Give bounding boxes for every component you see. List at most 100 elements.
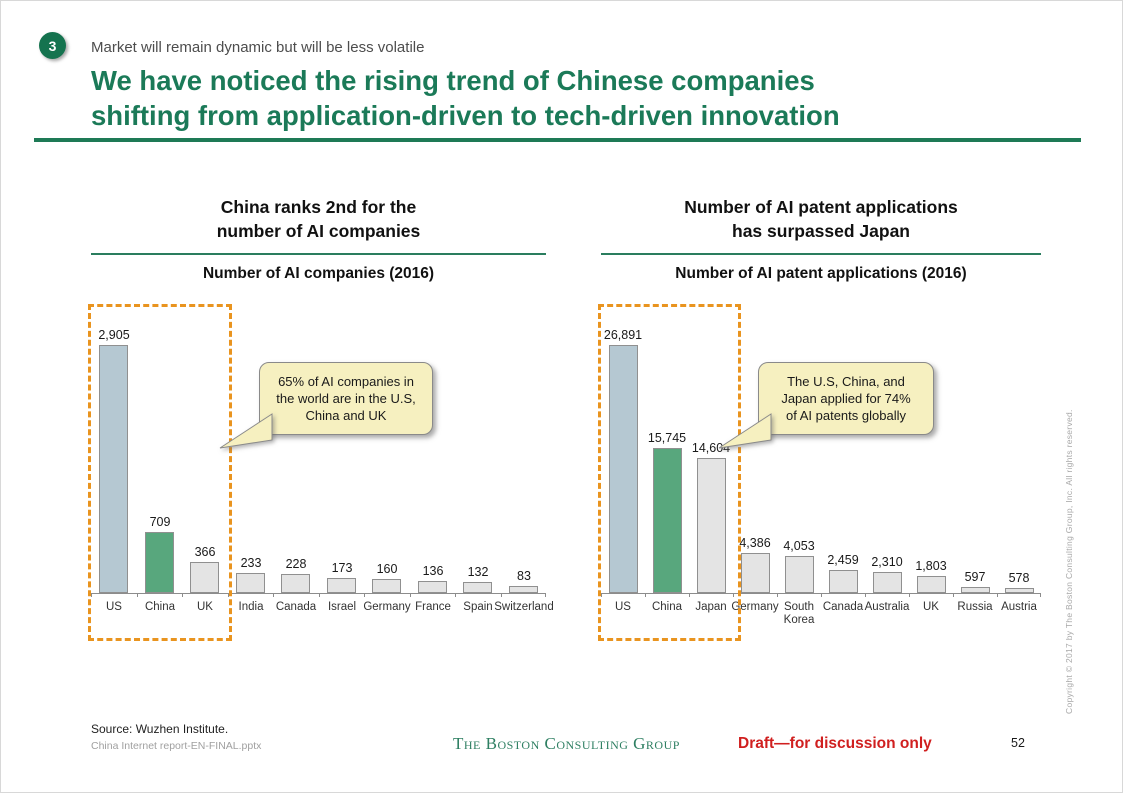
bar-switzerland: [509, 586, 538, 593]
x-label-france: France: [415, 601, 451, 613]
bar-china: [653, 448, 682, 593]
value-label-germany: 160: [376, 562, 398, 576]
page-number: 52: [1011, 736, 1025, 750]
value-label-us: 26,891: [603, 328, 643, 342]
value-label-india: 233: [240, 556, 262, 570]
slide-title: We have noticed the rising trend of Chin…: [91, 63, 840, 133]
badge-number: 3: [48, 37, 57, 54]
callout-text-line-3: China and UK: [305, 408, 387, 423]
value-label-canada: 228: [285, 557, 307, 571]
bar-australia: [873, 572, 902, 593]
plot-area: 26,891 15,745 14,604 4,386 4,053 2,459 2,310 1,…: [601, 328, 1041, 597]
value-label-canada: 2,459: [827, 553, 859, 567]
x-label-germany: Germany: [363, 601, 411, 613]
x-label-australia: Australia: [864, 601, 910, 613]
value-label-france: 136: [422, 564, 444, 578]
x-label-spain: Spain: [463, 601, 493, 613]
value-label-switzerland: 83: [517, 569, 531, 583]
axis-tick: [953, 593, 954, 597]
axis-tick: [689, 593, 690, 597]
axis-tick: [865, 593, 866, 597]
chart-heading-line-2: has surpassed Japan: [732, 221, 910, 241]
slide-title-line-2: shifting from application-driven to tech…: [91, 100, 840, 131]
x-label-india: India: [238, 601, 264, 613]
highlight-box: [88, 304, 232, 641]
x-label-uk: UK: [197, 601, 213, 613]
bar-us: [99, 345, 128, 593]
x-label-china: China: [651, 601, 683, 613]
value-label-south-korea: 4,053: [783, 539, 815, 553]
x-label-japan: Japan: [695, 601, 727, 613]
x-label-us: US: [106, 601, 122, 613]
value-label-austria: 578: [1008, 571, 1030, 585]
value-label-germany: 4,386: [739, 536, 771, 550]
axis-tick: [228, 593, 229, 597]
chart-axis-title: Number of AI patent applications (2016): [675, 265, 967, 282]
axis-tick: [545, 593, 546, 597]
title-divider-rule: [34, 138, 1081, 142]
bar-uk: [190, 562, 219, 593]
bar-austria: [1005, 588, 1034, 593]
axis-tick: [777, 593, 778, 597]
bar-israel: [327, 578, 356, 593]
axis-tick: [410, 593, 411, 597]
chart-heading-line-1: Number of AI patent applications: [684, 197, 958, 217]
axis-tick: [601, 593, 602, 597]
bar-germany: [741, 553, 770, 593]
bar-canada: [829, 570, 858, 593]
callout-text-line-3: of AI patents globally: [786, 408, 906, 423]
bar-france: [418, 581, 447, 593]
slide-title-line-1: We have noticed the rising trend of Chin…: [91, 65, 815, 96]
ai-companies-chart: China ranks 2nd for the number of AI com…: [88, 195, 554, 665]
x-label-canada: Canada: [275, 601, 317, 613]
axis-tick: [273, 593, 274, 597]
value-label-russia: 597: [964, 570, 986, 584]
bcg-logo: The Boston Consulting Group: [453, 734, 680, 753]
bar-germany: [372, 579, 401, 593]
axis-tick: [1040, 593, 1041, 597]
x-axis-labels: US China UK India Canada Israel Germany France S…: [91, 601, 554, 633]
value-label-china: 709: [149, 515, 171, 529]
bar-russia: [961, 587, 990, 593]
x-label-uk: UK: [923, 601, 939, 613]
x-label-us: US: [615, 601, 631, 613]
callout-bubble: 65% of AI companies in the world are in …: [219, 362, 433, 449]
section-number-badge: 3: [39, 32, 66, 59]
axis-tick: [821, 593, 822, 597]
highlight-box: [598, 304, 741, 641]
draft-note: Draft—for discussion only: [738, 735, 932, 752]
axis-tick: [997, 593, 998, 597]
axis-tick: [137, 593, 138, 597]
source-note: Source: Wuzhen Institute.: [91, 722, 229, 736]
value-label-uk: 366: [194, 545, 216, 559]
chart-heading-line-2: number of AI companies: [216, 221, 421, 241]
axis-tick: [909, 593, 910, 597]
bar-us: [609, 345, 638, 593]
value-label-spain: 132: [467, 565, 489, 579]
bar-china: [145, 532, 174, 593]
value-label-israel: 173: [331, 561, 353, 575]
callout-text-line-2: Japan applied for 74%: [781, 391, 911, 406]
x-label-austria: Austria: [1001, 601, 1037, 613]
callout-text-line-1: 65% of AI companies in: [278, 374, 414, 389]
x-label-china: China: [144, 601, 176, 613]
axis-tick: [319, 593, 320, 597]
x-label-israel: Israel: [327, 601, 357, 613]
callout-text-line-1: The U.S, China, and: [787, 374, 905, 389]
x-label-canada: Canada: [822, 601, 864, 613]
value-label-china: 15,745: [647, 431, 687, 445]
vertical-copyright: Copyright © 2017 by The Boston Consultin…: [1064, 409, 1074, 714]
callout-bubble: The U.S, China, and Japan applied for 74…: [718, 362, 934, 449]
plot-area: 2,905 709 366 233 228 173 160 136 132 83: [91, 328, 546, 597]
callout-tail: [718, 413, 772, 449]
chart-heading: Number of AI patent applications has sur…: [601, 195, 1041, 243]
file-name: China Internet report-EN-FINAL.pptx: [91, 740, 262, 752]
bar-spain: [463, 582, 492, 593]
x-label-russia: Russia: [957, 601, 993, 613]
x-label-germany: Germany: [731, 601, 779, 613]
ai-patents-chart: Number of AI patent applications has sur…: [598, 195, 1041, 665]
axis-tick: [733, 593, 734, 597]
bar-south-korea: [785, 556, 814, 593]
slide-eyebrow: Market will remain dynamic but will be l…: [91, 39, 425, 56]
